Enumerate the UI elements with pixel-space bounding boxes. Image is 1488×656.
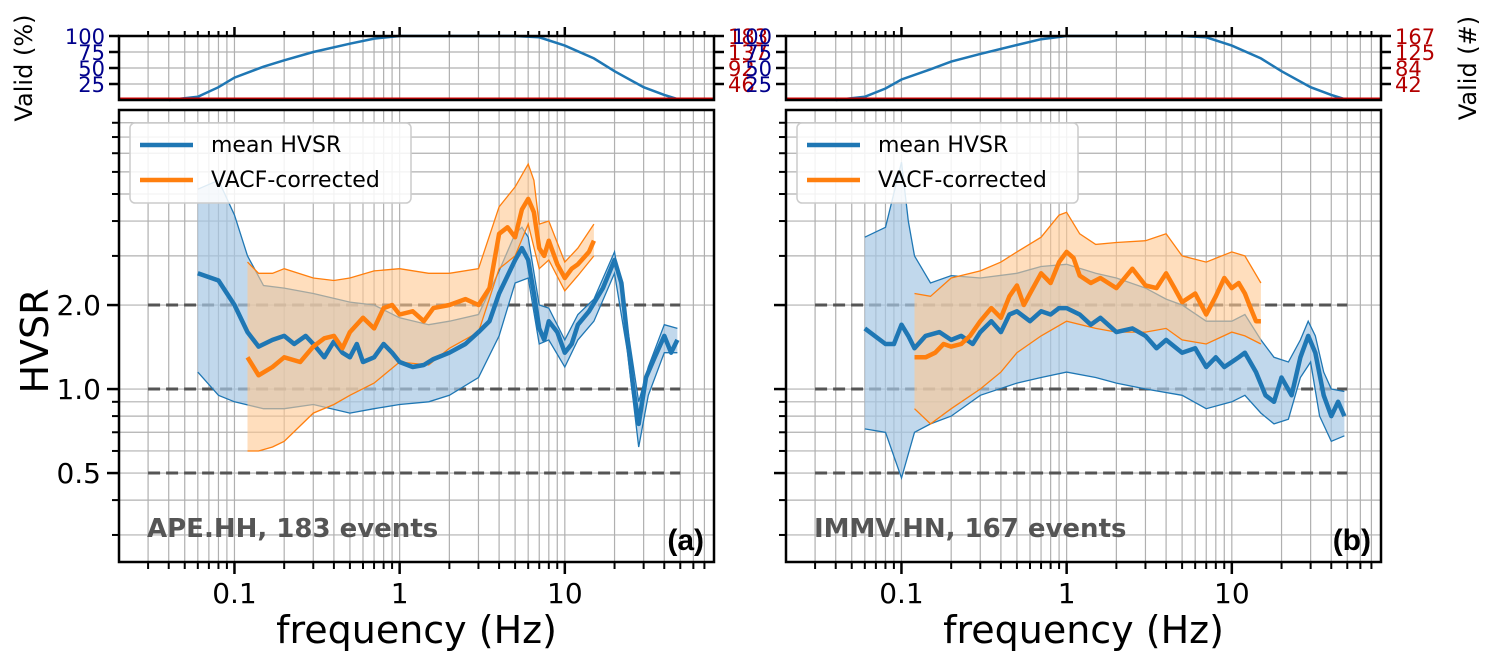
vacf-corrected-line [914,249,1261,360]
y-tick-label: 2.0 [56,289,101,322]
legend-box [796,122,1079,204]
main-axes-frame [784,108,1383,564]
x-axis-label: frequency (Hz) [943,608,1224,652]
top-ylabel-left: Valid (%) [10,15,38,122]
top-right-tick-label: 92 [728,57,755,81]
legend-label-mean: mean HVSR [211,133,341,158]
top-right-tick-label: 167 [1395,25,1435,49]
x-tick-label: 10 [1214,577,1250,610]
top-right-tick-label: 46 [728,73,755,97]
top-left-tick-label: 50 [745,57,772,81]
station-annotation: IMMV.HN, 167 events [814,514,1126,544]
mean-hvsr-line [197,245,680,427]
top-left-tick-label: 50 [78,57,105,81]
y-tick-label: 0.5 [56,457,101,490]
legend-box [129,122,412,204]
x-axis-label: frequency (Hz) [276,608,557,652]
ylabel-hvsr: HVSR [13,288,57,393]
frame-layer [107,27,1391,574]
top-right-tick-label: 183 [728,25,768,49]
data-layer [119,34,1381,481]
top-left-tick-label: 100 [732,25,772,49]
x-tick-label: 0.1 [879,577,924,610]
x-tick-label: 1 [391,577,409,610]
station-annotation: APE.HH, 183 events [147,514,438,544]
vacf-band [247,164,594,451]
legend-label-mean: mean HVSR [878,133,1008,158]
top-right-tick-label: 125 [1395,41,1435,65]
mean-hvsr-line [863,305,1347,419]
legend-label-vacf: VACF-corrected [211,168,380,193]
top-ylabel-right: Valid (#) [1454,16,1482,120]
legend: mean HVSR VACF-corrected [129,122,412,204]
panel-label: (a) [667,524,704,557]
top-left-tick-label: 75 [78,41,105,65]
top-right-tick-label: 42 [1395,73,1422,97]
main-axes-frame [117,108,716,564]
top-right-tick-label: 137 [728,41,768,65]
legend: mean HVSR VACF-corrected [796,122,1079,204]
panel-label: (b) [1333,524,1371,557]
vacf-upper-line [914,211,1262,297]
x-tick-label: 0.1 [212,577,257,610]
top-left-tick-label: 75 [745,41,772,65]
top-left-tick-label: 100 [65,25,105,49]
vacf-lower-line [914,320,1262,425]
text-layer: HVSR Valid (%) Valid (#) 0.1 1 10frequency… [10,15,1482,653]
top-left-tick-label: 25 [78,73,105,97]
vacf-upper-line [247,162,595,282]
top-left-tick-label: 25 [745,73,772,97]
x-tick-label: 10 [547,577,583,610]
top-right-tick-label: 84 [1395,57,1422,81]
vacf-corrected-line [245,196,596,378]
legend-label-vacf: VACF-corrected [878,168,1047,193]
y-tick-label: 1.0 [56,373,101,406]
x-tick-label: 1 [1058,577,1076,610]
